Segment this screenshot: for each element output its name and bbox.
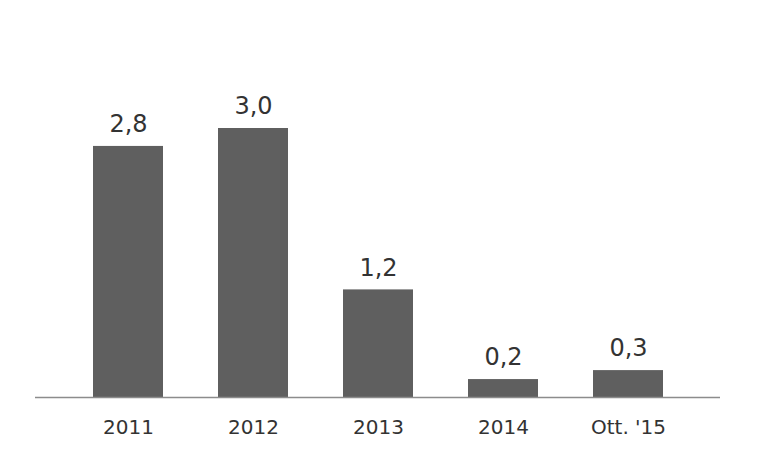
svg-text:0,2: 0,2 <box>484 343 522 371</box>
svg-text:0,3: 0,3 <box>609 334 647 362</box>
svg-text:2,8: 2,8 <box>109 110 147 138</box>
svg-text:Ott. '15: Ott. '15 <box>591 415 666 439</box>
svg-text:2013: 2013 <box>353 415 404 439</box>
svg-text:2011: 2011 <box>103 415 154 439</box>
svg-text:2014: 2014 <box>478 415 529 439</box>
svg-text:3,0: 3,0 <box>234 92 272 120</box>
svg-text:2012: 2012 <box>228 415 279 439</box>
svg-text:1,2: 1,2 <box>359 254 397 282</box>
